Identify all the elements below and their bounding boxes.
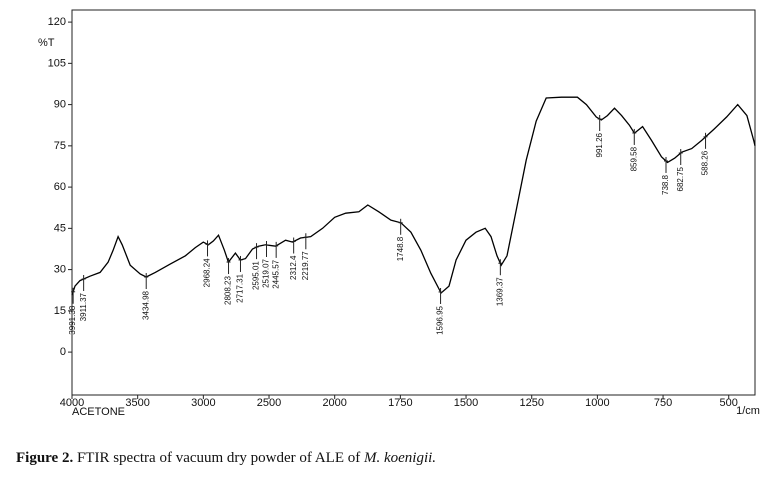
peak-label: 1369.37 <box>495 277 504 306</box>
peak-label: 2968.24 <box>203 258 212 287</box>
peak-label: 588.26 <box>701 150 710 175</box>
peak-label: 3434.98 <box>141 290 150 319</box>
x-tick-label: 1500 <box>454 397 478 409</box>
caption: Figure 2. FTIR spectra of vacuum dry pow… <box>16 450 436 467</box>
y-tick-label: 0 <box>60 346 66 358</box>
x-axis-label: 1/cm <box>736 405 760 417</box>
peak-label: 3911.37 <box>79 292 88 321</box>
x-tick-label: 750 <box>654 397 672 409</box>
y-tick-label: 60 <box>54 181 66 193</box>
caption-label: Figure 2. <box>16 450 74 466</box>
y-axis-label: %T <box>38 37 55 49</box>
peak-label: 3991.38 <box>68 305 77 334</box>
chart: %T 1/cm ACETONE 0 15 30 45 60 75 90 105 120 4000 3… <box>38 9 760 418</box>
peak-label: 1596.95 <box>436 305 445 334</box>
plot-frame <box>71 9 756 396</box>
x-tick-label: 3000 <box>191 397 215 409</box>
peak-label: 859.58 <box>629 146 638 171</box>
y-tick-label: 75 <box>54 140 66 152</box>
peak-label: 1748.8 <box>396 236 405 261</box>
x-tick-label: 1000 <box>585 397 609 409</box>
x-tick-label: 2000 <box>322 397 346 409</box>
y-tick-label: 105 <box>48 57 66 69</box>
peak-label: 2808.23 <box>224 275 233 304</box>
peak-label: 682.75 <box>676 166 685 191</box>
peak-label: 2219.77 <box>301 251 310 280</box>
x-tick-label: 3500 <box>125 397 149 409</box>
x-tick-label: 4000 <box>60 397 84 409</box>
peak-label: 738.8 <box>661 174 670 195</box>
y-tick-label: 45 <box>54 222 66 234</box>
y-tick-label: 30 <box>54 264 66 276</box>
spectrum-line <box>71 96 756 296</box>
peak-label: 2312.4 <box>289 255 298 280</box>
y-tick-label: 15 <box>54 305 66 317</box>
caption-text: FTIR spectra of vacuum dry powder of ALE… <box>73 450 364 466</box>
sample-name: ACETONE <box>72 406 125 418</box>
y-tick-label: 90 <box>54 99 66 111</box>
y-tick-label: 120 <box>48 16 66 28</box>
peak-label: 2717.31 <box>236 273 245 302</box>
peak-label: 2595.01 <box>252 261 261 290</box>
peak-label: 2519.07 <box>262 258 271 287</box>
x-tick-label: 500 <box>720 397 738 409</box>
peak-label: 2445.57 <box>271 259 280 288</box>
caption-species: M. koenigii. <box>363 450 437 466</box>
peak-label: 991.26 <box>595 132 604 157</box>
x-tick-label: 1250 <box>519 397 543 409</box>
x-tick-label: 2500 <box>257 397 281 409</box>
x-tick-label: 1750 <box>388 397 412 409</box>
